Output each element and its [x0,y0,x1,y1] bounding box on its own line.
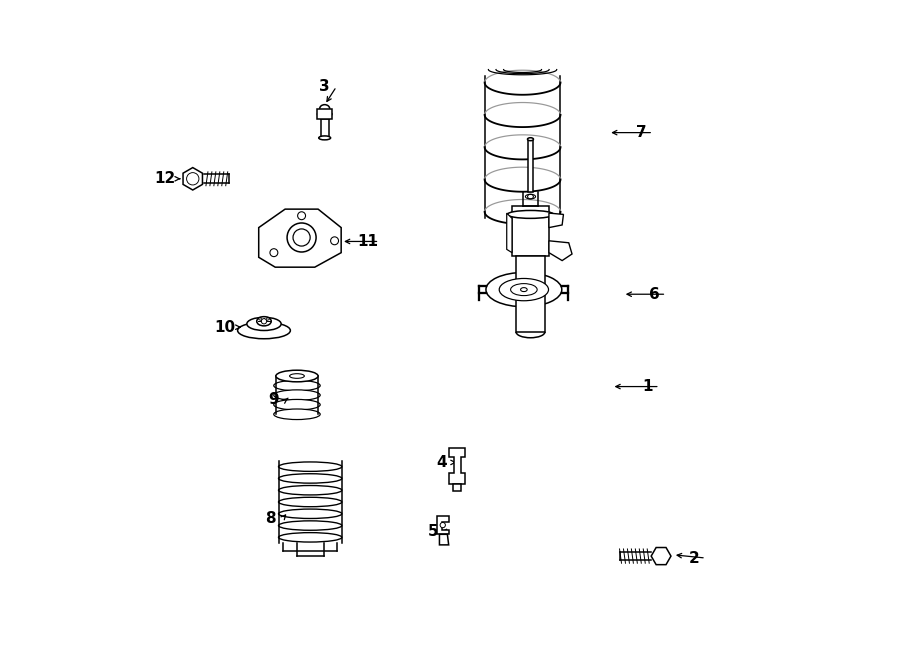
Polygon shape [549,213,563,227]
Ellipse shape [276,370,318,382]
Ellipse shape [278,521,342,530]
Ellipse shape [256,317,271,326]
Ellipse shape [274,399,320,410]
Ellipse shape [278,509,342,518]
Polygon shape [453,484,461,491]
Ellipse shape [290,373,304,378]
Ellipse shape [278,533,342,542]
Text: 11: 11 [357,234,378,249]
Text: 2: 2 [688,551,699,566]
Ellipse shape [278,474,342,483]
Polygon shape [652,547,671,564]
Ellipse shape [318,112,332,117]
Circle shape [440,522,445,527]
Circle shape [293,229,310,246]
Ellipse shape [510,284,537,295]
Polygon shape [512,206,549,256]
Text: 12: 12 [155,171,176,186]
Polygon shape [449,448,464,484]
Ellipse shape [500,278,548,301]
Polygon shape [439,534,449,545]
Text: 9: 9 [268,392,279,407]
Text: 6: 6 [649,287,660,301]
Polygon shape [183,168,202,190]
Ellipse shape [520,288,527,292]
Ellipse shape [274,380,320,391]
Ellipse shape [278,486,342,495]
Ellipse shape [274,409,320,420]
Text: 3: 3 [320,79,330,94]
Ellipse shape [278,462,342,471]
Circle shape [330,237,338,245]
Polygon shape [507,213,512,253]
Ellipse shape [508,210,554,218]
Ellipse shape [278,497,342,507]
Circle shape [270,249,278,256]
Circle shape [261,319,266,324]
Circle shape [287,223,316,252]
Polygon shape [437,516,449,534]
Ellipse shape [319,136,330,140]
Circle shape [186,173,199,185]
Text: 1: 1 [643,379,653,394]
Polygon shape [258,209,341,267]
Polygon shape [527,139,534,192]
Circle shape [298,212,305,219]
Ellipse shape [247,317,281,330]
Text: 4: 4 [436,455,447,470]
Polygon shape [549,241,572,260]
Text: 7: 7 [636,125,646,140]
Ellipse shape [486,272,562,307]
Text: 5: 5 [428,524,438,539]
Ellipse shape [238,323,291,338]
Ellipse shape [527,137,534,141]
Polygon shape [516,256,545,332]
Polygon shape [318,109,332,120]
Text: 8: 8 [266,511,276,526]
Text: 10: 10 [214,320,235,334]
Ellipse shape [274,390,320,401]
